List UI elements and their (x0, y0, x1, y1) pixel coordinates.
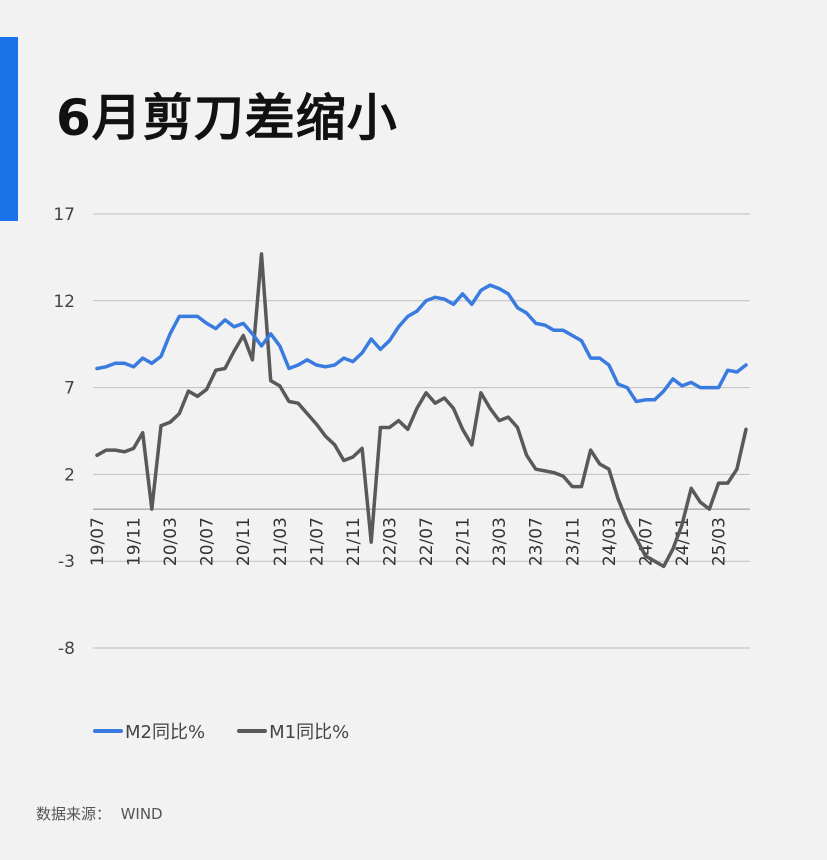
x-tick-label: 20/03 (161, 517, 181, 566)
legend-label-m2: M2同比% (125, 722, 206, 743)
x-tick-label: 22/03 (381, 517, 401, 566)
x-tick-label: 24/03 (600, 517, 620, 566)
legend-label-m1: M1同比% (269, 722, 350, 743)
x-tick-label: 23/11 (563, 517, 583, 566)
y-tick-label: 17 (53, 205, 75, 225)
source-value: WIND (120, 805, 163, 823)
x-tick-label: 21/11 (344, 517, 364, 566)
gridlines (93, 213, 750, 649)
data-source: 数据来源： WIND (36, 803, 163, 824)
y-tick-label: 2 (64, 465, 75, 485)
y-axis-ticks: 17 12 7 2 -3 -8 (53, 205, 75, 659)
x-tick-label: 23/07 (527, 517, 547, 566)
legend-swatch-m1 (237, 729, 268, 733)
legend-swatch-m2 (93, 729, 123, 733)
x-tick-label: 24/07 (636, 517, 656, 566)
source-label: 数据来源： (36, 805, 112, 823)
x-tick-label: 24/11 (673, 517, 693, 566)
line-chart: 17 12 7 2 -3 -8 19/07 19/11 20/03 20/07 20/11 21/0… (53, 205, 750, 659)
series-lines (95, 252, 748, 569)
x-tick-label: 25/03 (710, 517, 730, 566)
legend: M2同比% M1同比% (93, 718, 349, 744)
x-tick-label: 19/11 (125, 517, 145, 566)
series-line-m1 (95, 252, 748, 569)
y-tick-label: -3 (58, 552, 75, 572)
legend-item-m1[interactable]: M1同比% (237, 718, 349, 744)
x-tick-label: 22/11 (454, 517, 474, 566)
y-tick-label: 7 (64, 379, 75, 399)
x-tick-label: 23/03 (490, 517, 510, 566)
legend-item-m2[interactable]: M2同比% (93, 718, 205, 744)
x-tick-label: 20/07 (198, 517, 218, 566)
x-tick-label: 21/07 (307, 517, 327, 566)
y-tick-label: 12 (53, 292, 75, 312)
y-tick-label: -8 (58, 639, 75, 659)
x-tick-label: 21/03 (271, 517, 291, 566)
x-axis-ticks: 19/07 19/11 20/03 20/07 20/11 21/03 21/07 21/11… (88, 517, 730, 566)
accent-bar (0, 37, 18, 221)
x-tick-label: 19/07 (88, 517, 108, 566)
series-line-m2 (95, 283, 748, 404)
x-tick-label: 20/11 (234, 517, 254, 566)
x-tick-label: 22/07 (417, 517, 437, 566)
page-title: 6月剪刀差缩小 (56, 89, 398, 147)
